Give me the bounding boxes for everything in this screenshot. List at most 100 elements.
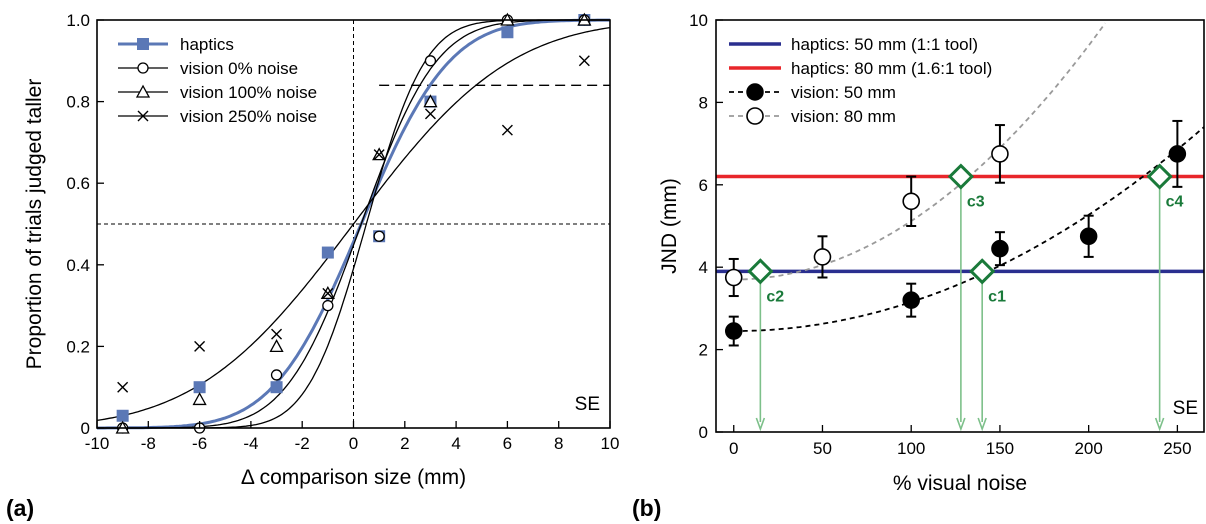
data-point-2-3: [1079, 227, 1098, 246]
data-point-3-3: [322, 287, 334, 299]
chart-a-y-axis-label: Proportion of trials judged taller: [23, 79, 46, 370]
legend-label-0: haptics: [180, 35, 234, 54]
criterion-label-3: c4: [1166, 194, 1184, 211]
x-tick-label: 100: [897, 439, 925, 458]
plot-frame: [715, 19, 1205, 433]
criterion-marker-2: [947, 163, 975, 190]
data-point-0-3: [321, 246, 334, 259]
criterion-arrow-head-0: [977, 417, 987, 432]
chart-a-x-axis-label: Δ comparison size (mm): [241, 466, 466, 489]
legend-label-0: haptics: 50 mm (1:1 tool): [791, 35, 978, 54]
chart-b-fit-curves: [733, 22, 1205, 332]
chart-b-legend: haptics: 50 mm (1:1 tool) haptics: 80 mm …: [729, 35, 992, 126]
x-tick-label: 6: [503, 434, 512, 453]
criterion-marker-1: [747, 258, 774, 285]
chart-b-annotation: SE: [1173, 398, 1198, 419]
data-point-3-0: [117, 381, 129, 393]
legend-label-2: vision 100% noise: [180, 83, 317, 102]
data-point-0-0: [116, 409, 129, 422]
y-tick-label: 1.0: [66, 11, 90, 30]
data-point-3-6: [501, 124, 513, 136]
y-tick-label: 6: [699, 176, 708, 195]
chart-a-panel-label: (a): [6, 495, 34, 521]
x-tick-label: 200: [1074, 439, 1102, 458]
fit-curve-3: [96, 26, 611, 422]
data-point-0-2: [270, 381, 283, 394]
chart-b: c1 c2 c3 c4 0 50 100 150 200 250 0 2 4 6 8 10 haptics:…: [632, 11, 1205, 521]
data-point-3-7: [578, 55, 590, 67]
x-tick-label: 0: [729, 439, 738, 458]
chart-b-x-axis-label: % visual noise: [893, 472, 1027, 495]
criterion-arrow-head-3: [1154, 417, 1165, 432]
data-point-2-5: [423, 94, 438, 108]
x-tick-label: 2: [400, 434, 409, 453]
legend-marker-2: [746, 83, 764, 101]
legend-label-2: vision: 50 mm: [791, 83, 896, 102]
data-point-0-6: [501, 26, 514, 39]
data-point-3-3: [991, 145, 1009, 163]
data-point-3-4: [373, 149, 385, 161]
criterion-label-1: c2: [766, 288, 784, 305]
criterion-marker-0: [969, 258, 996, 285]
chart-a-annotation: SE: [575, 394, 600, 415]
fit-curve-2: [733, 126, 1205, 332]
y-tick-label: 0.6: [66, 174, 90, 193]
chart-b-haptic-lines: [716, 174, 1204, 274]
y-tick-label: 8: [699, 93, 708, 112]
chart-a-legend: haptics vision 0% noise vision 100% noise v…: [118, 35, 317, 126]
data-point-2-4: [1168, 145, 1187, 163]
y-tick-label: 2: [699, 341, 708, 360]
y-tick-label: 0.8: [66, 93, 90, 112]
x-tick-label: 0: [349, 434, 358, 453]
chart-b-data-points: [724, 119, 1187, 347]
legend-marker-2: [135, 84, 151, 98]
y-tick-label: 0: [81, 419, 90, 438]
x-tick-label: 4: [451, 434, 460, 453]
legend-label-3: vision 250% noise: [180, 107, 317, 126]
data-point-0-1: [193, 381, 206, 394]
legend-label-1: vision 0% noise: [180, 59, 298, 78]
legend-marker-1: [137, 62, 149, 74]
chart-b-tick-labels: 0 50 100 150 200 250 0 2 4 6 8 10: [689, 11, 1191, 458]
x-tick-label: 250: [1163, 439, 1191, 458]
x-tick-label: -2: [295, 434, 310, 453]
x-tick-label: 150: [986, 439, 1014, 458]
data-point-3-1: [813, 248, 832, 266]
criterion-arrow-head-2: [956, 417, 966, 432]
data-point-3-2: [902, 192, 921, 211]
x-tick-label: -10: [85, 434, 110, 453]
data-point-3-2: [271, 328, 283, 340]
data-point-3-0: [724, 268, 743, 287]
x-tick-label: -6: [192, 434, 207, 453]
x-tick-label: 8: [554, 434, 563, 453]
y-tick-label: 0: [699, 423, 708, 442]
fit-curve-3: [733, 22, 1106, 281]
x-tick-label: 50: [813, 439, 832, 458]
data-point-2-1: [902, 291, 920, 309]
data-point-1-3: [322, 299, 334, 312]
data-point-1-2: [270, 369, 283, 381]
data-point-2-2: [991, 239, 1009, 258]
y-tick-label: 4: [699, 258, 708, 277]
legend-marker-0: [137, 38, 149, 50]
x-tick-label: -8: [141, 434, 156, 453]
data-point-1-5: [424, 55, 437, 67]
chart-b-axes: [715, 19, 1205, 433]
fit-curve-0: [97, 18, 610, 430]
data-point-2-0: [724, 322, 743, 340]
chart-a-data-points: [115, 12, 592, 434]
legend-marker-3: [137, 110, 149, 122]
criterion-label-0: c1: [988, 288, 1006, 305]
data-point-2-1: [192, 392, 207, 406]
data-point-3-1: [194, 340, 206, 352]
y-tick-label: 0.4: [66, 256, 90, 275]
chart-b-criterion-arrows: [755, 186, 1165, 432]
x-tick-label: 10: [601, 434, 620, 453]
criterion-arrow-head-1: [755, 417, 766, 432]
legend-label-3: vision: 80 mm: [791, 107, 896, 126]
chart-a-axes: [96, 19, 611, 429]
chart-b-y-axis-label: JND (mm): [658, 178, 681, 274]
y-tick-label: 0.2: [66, 337, 90, 356]
x-tick-label: -4: [243, 434, 258, 453]
